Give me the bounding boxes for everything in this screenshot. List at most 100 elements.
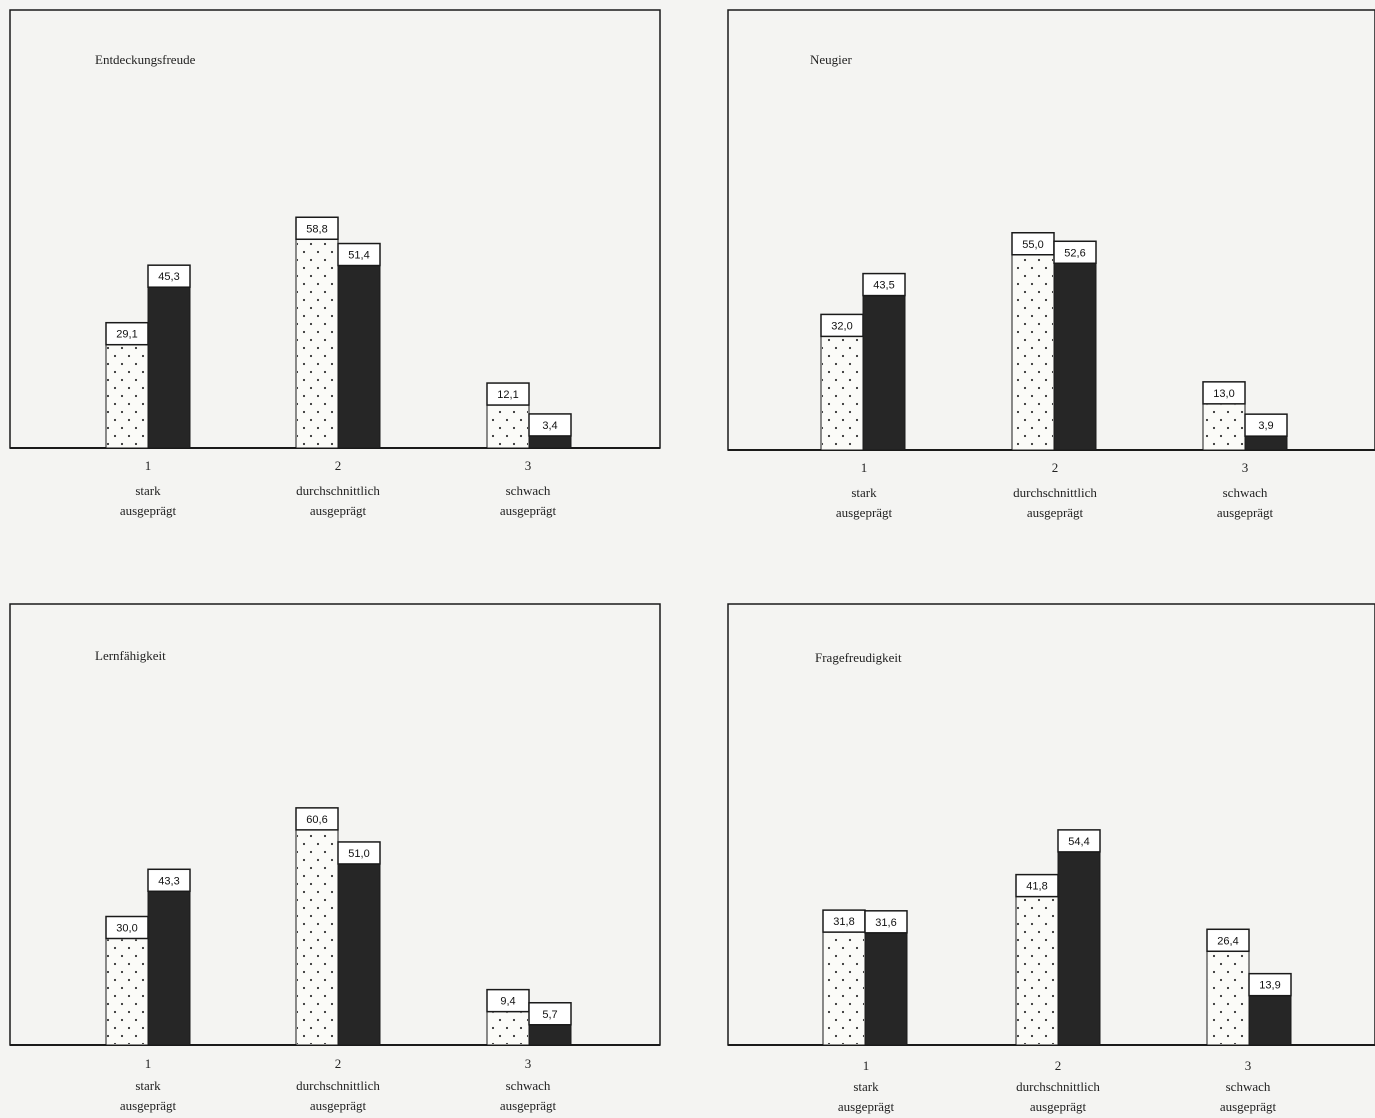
x-tick-label: ausgeprägt xyxy=(500,503,557,518)
data-label-box xyxy=(1202,381,1246,405)
x-tick-number: 1 xyxy=(861,460,868,475)
data-label-box xyxy=(528,1002,572,1026)
x-tick-label: durchschnittlich xyxy=(296,1078,380,1093)
data-label-box xyxy=(147,868,191,893)
data-label: 9,4 xyxy=(500,996,515,1008)
bar xyxy=(1248,995,1292,1046)
x-tick-label: schwach xyxy=(506,483,551,498)
data-label-box xyxy=(337,242,381,267)
x-tick-label: schwach xyxy=(1223,485,1268,500)
bar-dot-pattern xyxy=(822,337,862,449)
panel-title: Neugier xyxy=(810,52,853,67)
x-tick-label: schwach xyxy=(1226,1079,1271,1094)
data-label: 54,4 xyxy=(1068,836,1089,848)
bar xyxy=(147,890,191,1046)
panel-title: Fragefreudigkeit xyxy=(815,650,902,665)
bar-dot-pattern xyxy=(488,406,528,447)
x-tick-label: schwach xyxy=(506,1078,551,1093)
data-label-box xyxy=(337,841,381,865)
x-tick-number: 2 xyxy=(1052,460,1059,475)
data-label: 45,3 xyxy=(158,271,179,283)
x-tick-label: ausgeprägt xyxy=(120,1098,177,1113)
data-label: 29,1 xyxy=(116,329,137,341)
panel-neugier: Neugier 32,055,013,043,552,63,9 1 stark … xyxy=(727,9,1375,520)
x-tick-label: durchschnittlich xyxy=(1016,1079,1100,1094)
bar-group: 30,0 60,6 9,4 43,3 51,0 5,7 xyxy=(10,807,660,1046)
bar xyxy=(337,863,381,1046)
x-tick-number: 3 xyxy=(1242,460,1249,475)
bar xyxy=(337,265,381,449)
x-tick-label: ausgeprägt xyxy=(500,1098,557,1113)
x-tick-label: ausgeprägt xyxy=(1217,505,1274,520)
x-tick-label: ausgeprägt xyxy=(120,503,177,518)
panel-entdeckungsfreude: Entdeckungsfreude 29,1 58,8 12,1 45,3 51,4 3,… xyxy=(9,9,661,518)
data-label: 3,9 xyxy=(1258,420,1273,432)
x-tick-label: durchschnittlich xyxy=(1013,485,1097,500)
x-tick-number: 1 xyxy=(145,458,152,473)
x-tick-label: ausgeprägt xyxy=(310,503,367,518)
x-tick-number: 1 xyxy=(145,1056,152,1071)
data-label: 3,4 xyxy=(542,420,557,432)
x-tick-label: stark xyxy=(135,1078,161,1093)
panel-lernfaehigkeit: Lernfähigkeit 30,0 60,6 9,4 43,3 51,0 5,7 1 s… xyxy=(9,603,661,1113)
bar xyxy=(1057,851,1101,1046)
data-label-box xyxy=(864,910,908,934)
x-tick-number: 1 xyxy=(863,1058,870,1073)
data-label: 32,0 xyxy=(831,320,852,332)
bar-dot-pattern xyxy=(1017,897,1057,1044)
data-label-box xyxy=(486,382,530,406)
data-label-box xyxy=(147,264,191,288)
x-tick-label: durchschnittlich xyxy=(296,483,380,498)
x-tick-label: stark xyxy=(135,483,161,498)
data-label: 43,3 xyxy=(158,875,179,887)
data-label-box xyxy=(295,216,339,241)
data-label: 31,6 xyxy=(875,917,896,929)
data-label: 60,6 xyxy=(306,814,327,826)
x-tick-label: ausgeprägt xyxy=(1027,505,1084,520)
x-tick-label: ausgeprägt xyxy=(836,505,893,520)
data-label-box xyxy=(528,413,572,437)
data-label: 41,8 xyxy=(1026,881,1047,893)
data-label: 55,0 xyxy=(1022,239,1043,251)
bar-dot-pattern xyxy=(488,1012,528,1044)
data-label-box xyxy=(1244,413,1288,437)
panel-title: Entdeckungsfreude xyxy=(95,52,196,67)
x-tick-label: stark xyxy=(853,1079,879,1094)
bar xyxy=(862,295,906,451)
data-label: 51,4 xyxy=(348,250,369,262)
panel-fragefreudigkeit: Fragefreudigkeit 31,8 41,8 26,4 31,6 54,4 13,… xyxy=(727,603,1375,1114)
data-label: 13,9 xyxy=(1259,980,1280,992)
bar-group: 31,8 41,8 26,4 31,6 54,4 13,9 xyxy=(728,829,1375,1046)
bar-dot-pattern xyxy=(107,345,147,447)
data-label: 52,6 xyxy=(1064,247,1085,259)
bar-dot-pattern xyxy=(107,939,147,1044)
data-label-box xyxy=(1206,928,1250,953)
bar-dot-pattern xyxy=(1204,404,1244,449)
bar-dot-pattern xyxy=(1208,952,1248,1044)
x-tick-label: ausgeprägt xyxy=(838,1099,895,1114)
bar-dot-pattern xyxy=(297,830,337,1044)
data-label-box xyxy=(1057,829,1101,853)
x-tick-number: 2 xyxy=(335,1056,342,1071)
data-label: 51,0 xyxy=(348,848,369,860)
data-label: 13,0 xyxy=(1213,388,1234,400)
data-label: 12,1 xyxy=(497,389,518,401)
bar xyxy=(1053,262,1097,451)
data-label: 26,4 xyxy=(1217,935,1238,947)
data-label-box xyxy=(862,272,906,297)
bar-dot-pattern xyxy=(297,240,337,447)
data-label-box xyxy=(295,807,339,831)
bar xyxy=(528,1024,572,1046)
data-label-box xyxy=(1053,240,1097,265)
x-tick-label: stark xyxy=(851,485,877,500)
x-tick-number: 2 xyxy=(1055,1058,1062,1073)
x-tick-number: 3 xyxy=(1245,1058,1252,1073)
data-label: 5,7 xyxy=(542,1009,557,1021)
bar xyxy=(147,286,191,449)
panel-title: Lernfähigkeit xyxy=(95,648,166,663)
bar-dot-pattern xyxy=(824,933,864,1044)
data-label: 31,8 xyxy=(833,916,854,928)
x-tick-label: ausgeprägt xyxy=(1220,1099,1277,1114)
bar xyxy=(864,932,908,1046)
